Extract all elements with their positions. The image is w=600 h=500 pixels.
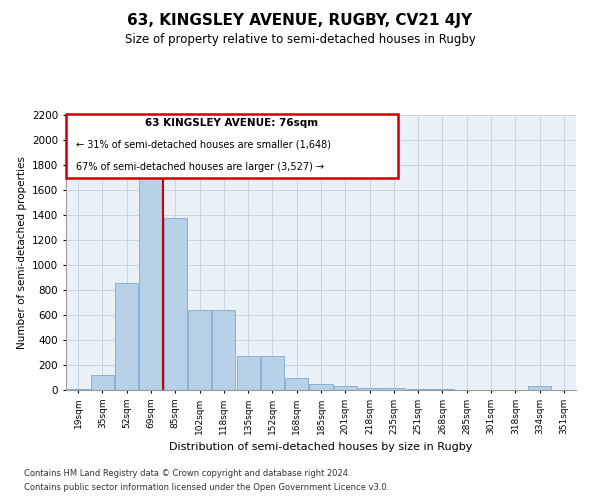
Text: Contains HM Land Registry data © Crown copyright and database right 2024.: Contains HM Land Registry data © Crown c…: [24, 468, 350, 477]
Text: 63 KINGSLEY AVENUE: 76sqm: 63 KINGSLEY AVENUE: 76sqm: [145, 118, 319, 128]
Bar: [91, 375, 114, 390]
Bar: [528, 386, 551, 390]
Bar: [334, 386, 357, 390]
Bar: [164, 218, 187, 390]
Text: Contains public sector information licensed under the Open Government Licence v3: Contains public sector information licen…: [24, 484, 389, 492]
Bar: [115, 282, 138, 390]
Y-axis label: Number of semi-detached properties: Number of semi-detached properties: [17, 156, 26, 349]
Text: Size of property relative to semi-detached houses in Rugby: Size of property relative to semi-detach…: [125, 32, 475, 46]
Bar: [358, 388, 381, 390]
Text: 63, KINGSLEY AVENUE, RUGBY, CV21 4JY: 63, KINGSLEY AVENUE, RUGBY, CV21 4JY: [127, 12, 473, 28]
Bar: [212, 310, 235, 390]
Text: 67% of semi-detached houses are larger (3,527) →: 67% of semi-detached houses are larger (…: [76, 162, 325, 172]
Bar: [236, 356, 260, 390]
Bar: [285, 378, 308, 390]
Bar: [382, 388, 406, 390]
X-axis label: Distribution of semi-detached houses by size in Rugby: Distribution of semi-detached houses by …: [169, 442, 473, 452]
Bar: [188, 310, 211, 390]
Bar: [139, 152, 163, 390]
Text: ← 31% of semi-detached houses are smaller (1,648): ← 31% of semi-detached houses are smalle…: [76, 140, 331, 149]
Bar: [67, 389, 89, 390]
FancyBboxPatch shape: [66, 114, 398, 178]
Bar: [310, 384, 332, 390]
Bar: [261, 356, 284, 390]
